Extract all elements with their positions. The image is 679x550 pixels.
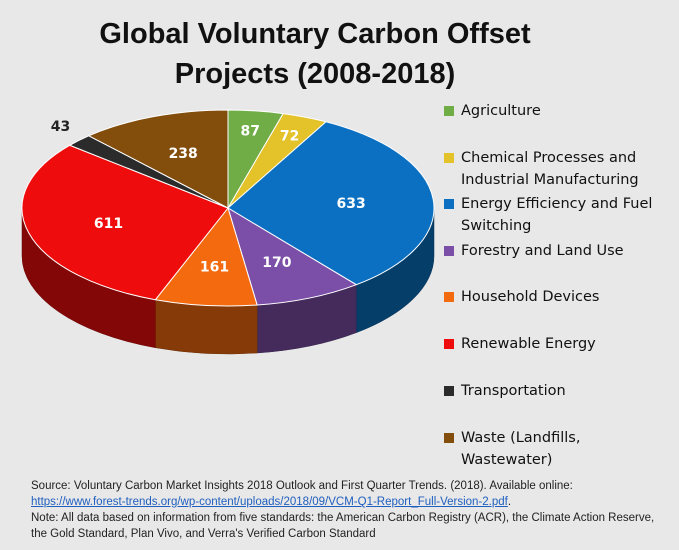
data-label-energy-efficiency-and-fuel-switching: 633 xyxy=(337,196,366,212)
legend-swatch xyxy=(444,433,454,443)
data-label-agriculture: 87 xyxy=(241,123,260,139)
pie-slice-renewable-energy xyxy=(21,144,229,301)
legend-label: Renewable Energy xyxy=(461,336,596,352)
data-label-forestry-and-land-use: 170 xyxy=(262,255,291,271)
source-link-suffix: . xyxy=(507,496,512,508)
pie-sides xyxy=(21,207,435,355)
legend-label: Transportation xyxy=(461,383,566,399)
data-labels: 87 72 633 170 161 611 43 238 xyxy=(51,119,366,275)
chart-title: Global Voluntary Carbon Offset Projects … xyxy=(20,14,610,94)
legend-swatch xyxy=(444,106,454,116)
legend-swatch xyxy=(444,153,454,163)
data-label-transportation: 43 xyxy=(51,119,70,135)
data-label-chemical-processes-and-industrial-manufacturing: 72 xyxy=(280,128,299,144)
legend-label: Chemical Processes and Industrial Manufa… xyxy=(461,150,639,188)
data-note: Note: All data based on information from… xyxy=(31,512,655,540)
legend-item-waste: Waste (Landfills, Wastewater) xyxy=(444,427,624,471)
pie-slice-energy-efficiency-and-fuel-switching xyxy=(227,121,435,286)
chart-title-line2: Projects (2008-2018) xyxy=(174,58,456,90)
legend-item-renewable: Renewable Energy xyxy=(444,333,596,355)
legend-item-forestry: Forestry and Land Use xyxy=(444,240,676,262)
source-text: Source: Voluntary Carbon Market Insights… xyxy=(31,480,573,492)
legend-label: Waste (Landfills, Wastewater) xyxy=(461,430,581,468)
legend-swatch xyxy=(444,339,454,349)
source-link[interactable]: https://www.forest-trends.org/wp-content… xyxy=(31,496,508,508)
pie-slice-forestry-and-land-use xyxy=(227,206,358,306)
legend-item-transportation: Transportation xyxy=(444,380,566,402)
source-note: Source: Voluntary Carbon Market Insights… xyxy=(31,478,671,542)
legend-item-household: Household Devices xyxy=(444,286,600,308)
data-label-renewable-energy: 611 xyxy=(94,216,123,232)
legend-swatch xyxy=(444,386,454,396)
legend-swatch xyxy=(444,246,454,256)
pie-side-household-devices xyxy=(155,299,258,355)
data-label-waste-landfills-wastewater: 238 xyxy=(169,146,198,162)
chart-title-line1: Global Voluntary Carbon Offset xyxy=(99,18,531,50)
pie-slice-household-devices xyxy=(154,206,258,307)
legend-swatch xyxy=(444,199,454,209)
legend-label: Household Devices xyxy=(461,289,600,305)
pie-top xyxy=(21,109,435,307)
legend-item-chemical: Chemical Processes and Industrial Manufa… xyxy=(444,147,664,191)
pie-slice-waste-landfills-wastewater xyxy=(87,109,229,209)
legend-label: Forestry and Land Use xyxy=(461,243,624,259)
legend-item-agriculture: Agriculture xyxy=(444,100,541,122)
legend-item-energy: Energy Efficiency and Fuel Switching xyxy=(444,193,674,237)
legend-label: Energy Efficiency and Fuel Switching xyxy=(461,196,653,234)
legend-swatch xyxy=(444,292,454,302)
data-label-household-devices: 161 xyxy=(200,259,229,275)
legend-label: Agriculture xyxy=(461,103,541,119)
